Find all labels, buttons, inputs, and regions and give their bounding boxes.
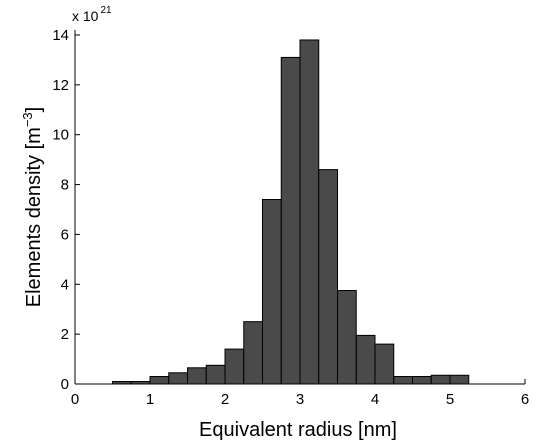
y-axis-label-main: Elements density [m (23, 127, 45, 307)
histogram-bar (355, 334, 376, 385)
y-tick-label: 4 (61, 276, 69, 293)
x-axis-label: Equivalent radius [nm] (199, 419, 397, 441)
y-ticks-group: 0 2 4 6 8 10 12 14 (52, 27, 80, 393)
y-axis-label-superscript: −3 (20, 112, 35, 127)
y-tick-label: 12 (52, 77, 69, 94)
x-tick-label: 4 (371, 391, 379, 408)
y-tick-label: 0 (61, 376, 69, 393)
y-tick-label: 8 (61, 177, 69, 194)
x-tick-label: 1 (146, 391, 154, 408)
x-tick-label: 0 (71, 391, 79, 408)
y-multiplier-exponent: 21 (100, 5, 112, 16)
histogram-bar (374, 343, 395, 385)
y-tick-label: 6 (61, 226, 69, 243)
bars-group (112, 39, 470, 385)
x-tick-label: 2 (221, 391, 229, 408)
histogram-bar (224, 348, 245, 385)
histogram-bar (337, 290, 357, 385)
y-multiplier-base: x 10 (72, 8, 99, 24)
histogram-bar (168, 372, 188, 385)
histogram-bar (187, 367, 207, 385)
y-tick-label: 10 (52, 127, 69, 144)
y-tick-label: 14 (52, 27, 69, 44)
histogram-bar (243, 321, 263, 385)
x-tick-label: 3 (296, 391, 304, 408)
y-axis-label: Elements density [m−3] (20, 107, 45, 307)
y-tick-label: 2 (61, 326, 69, 343)
x-tick-label: 6 (521, 391, 529, 408)
histogram-bar (299, 39, 320, 385)
histogram-bar (412, 376, 432, 385)
x-tick-label: 5 (446, 391, 454, 408)
histogram-bar (449, 374, 470, 385)
x-ticks-group: 0 1 2 3 4 5 6 (71, 379, 529, 408)
y-axis-label-close: ] (23, 107, 45, 113)
histogram-bar (318, 169, 338, 385)
histogram-bar (149, 376, 170, 385)
histogram-bar (205, 364, 226, 385)
histogram-bar (430, 374, 451, 385)
histogram-bar (280, 56, 301, 385)
histogram-bar (262, 199, 282, 385)
y-multiplier-label: x 10 21 (72, 5, 112, 24)
histogram-bar (393, 376, 413, 385)
